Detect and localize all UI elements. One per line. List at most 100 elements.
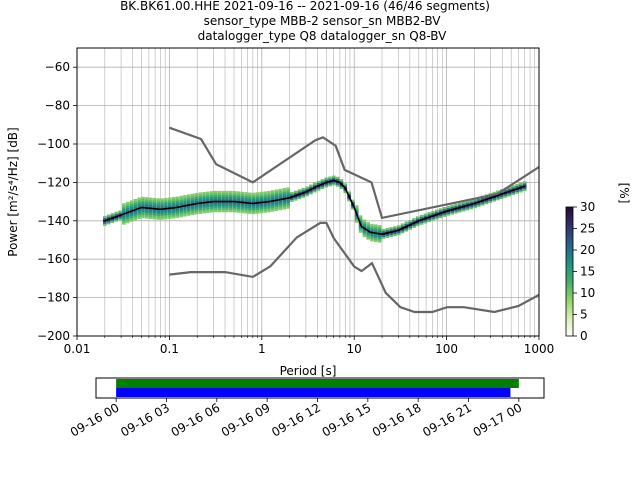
heatmap-cell bbox=[522, 188, 527, 192]
heatmap-cell bbox=[248, 192, 252, 195]
heatmap-cell bbox=[492, 199, 496, 202]
heatmap-cell bbox=[385, 235, 390, 238]
heatmap-cell bbox=[438, 215, 443, 219]
heatmap-cell bbox=[316, 182, 321, 185]
heatmap-cell bbox=[251, 200, 256, 203]
heatmap-cell bbox=[374, 226, 378, 229]
heatmap-cell bbox=[171, 204, 176, 207]
heatmap-cell bbox=[290, 197, 294, 200]
heatmap-cell bbox=[175, 213, 180, 217]
heatmap-cell bbox=[377, 234, 382, 237]
heatmap-cell bbox=[129, 208, 134, 211]
heatmap-cell bbox=[198, 200, 203, 203]
heatmap-cell bbox=[106, 214, 111, 217]
title-line-1: BK.BK61.00.HHE 2021-09-16 -- 2021-09-16 … bbox=[120, 0, 490, 13]
heatmap-cell bbox=[145, 199, 149, 202]
heatmap-cell bbox=[125, 219, 130, 222]
heatmap-cell bbox=[396, 227, 401, 230]
heatmap-cell bbox=[282, 199, 287, 202]
heatmap-cell bbox=[259, 205, 264, 208]
heatmap-cell bbox=[240, 210, 245, 214]
heatmap-cell bbox=[419, 220, 424, 223]
heatmap-cell bbox=[492, 191, 496, 194]
heatmap-cell bbox=[431, 210, 435, 214]
heatmap-cell bbox=[270, 190, 275, 193]
heatmap-cell bbox=[137, 201, 141, 204]
heatmap-cell bbox=[290, 192, 294, 195]
heatmap-cell bbox=[114, 211, 119, 215]
heatmap-cell bbox=[362, 233, 367, 236]
heatmap-cell bbox=[267, 196, 271, 199]
heatmap-cell bbox=[194, 204, 199, 207]
heatmap-cell bbox=[423, 219, 428, 222]
heatmap-cell bbox=[374, 234, 378, 237]
heatmap-cell bbox=[122, 218, 126, 221]
heatmap-cell bbox=[316, 180, 321, 184]
heatmap-cell bbox=[454, 205, 458, 208]
heatmap-cell bbox=[110, 220, 115, 224]
heatmap-cell bbox=[297, 189, 302, 192]
heatmap-cell bbox=[232, 194, 237, 198]
heatmap-cell bbox=[202, 193, 206, 197]
heatmap-cell bbox=[366, 227, 370, 231]
heatmap-cell bbox=[519, 188, 523, 191]
heatmap-cell bbox=[309, 190, 313, 193]
heatmap-cell bbox=[198, 205, 203, 209]
heatmap-cell bbox=[324, 177, 329, 180]
heatmap-cell bbox=[129, 219, 134, 222]
heatmap-cell bbox=[213, 204, 218, 207]
heatmap-cell bbox=[122, 209, 126, 212]
heatmap-cell bbox=[194, 206, 199, 209]
heatmap-cell bbox=[152, 205, 157, 208]
heatmap-cell bbox=[370, 223, 374, 226]
heatmap-cell bbox=[286, 198, 290, 202]
heatmap-cell bbox=[217, 190, 222, 194]
heatmap-cell bbox=[450, 212, 454, 215]
heatmap-cell bbox=[248, 196, 252, 199]
y-axis-ticks: −200 −180 −160 −140 −120 −100 −80 −60 bbox=[37, 60, 77, 343]
heatmap-cell bbox=[332, 181, 336, 184]
heatmap-cell bbox=[156, 206, 161, 209]
heatmap-cell bbox=[160, 217, 164, 220]
heatmap-cell bbox=[267, 194, 271, 197]
heatmap-cell bbox=[354, 209, 359, 212]
heatmap-cell bbox=[480, 197, 485, 200]
heatmap-cell bbox=[148, 212, 153, 216]
heatmap-cell bbox=[293, 190, 298, 193]
heatmap-cell bbox=[133, 198, 138, 202]
heatmap-cell bbox=[442, 208, 447, 212]
heatmap-cell bbox=[209, 198, 214, 201]
heatmap-cell bbox=[175, 209, 180, 213]
colorbar-tick-label: 30 bbox=[580, 200, 595, 214]
heatmap-cell bbox=[183, 195, 187, 198]
heatmap-cell bbox=[519, 182, 523, 185]
heatmap-cell bbox=[259, 191, 264, 195]
heatmap-cell bbox=[164, 213, 168, 216]
heatmap-cell bbox=[232, 208, 237, 211]
heatmap-cell bbox=[236, 202, 241, 206]
heatmap-cell bbox=[183, 208, 187, 211]
heatmap-cell bbox=[248, 211, 252, 214]
heatmap-cell bbox=[503, 195, 508, 198]
heatmap-cell bbox=[354, 207, 359, 210]
heatmap-cell bbox=[152, 213, 157, 216]
heatmap-cell bbox=[416, 216, 420, 219]
heatmap-cell bbox=[259, 207, 264, 210]
heatmap-cell bbox=[293, 196, 298, 199]
heatmap-cell bbox=[217, 198, 222, 201]
timeline-tick-label: 09-16 06 bbox=[169, 400, 223, 439]
heatmap-cell bbox=[213, 190, 218, 194]
heatmap-cell bbox=[400, 223, 405, 226]
x-tick-label: 100 bbox=[435, 342, 458, 356]
heatmap-cell bbox=[282, 195, 287, 198]
heatmap-cell bbox=[255, 192, 260, 195]
heatmap-cell bbox=[259, 193, 264, 196]
heatmap-cell bbox=[251, 194, 256, 197]
heatmap-cell bbox=[339, 186, 344, 190]
heatmap-cell bbox=[335, 176, 340, 179]
heatmap-cell bbox=[186, 196, 191, 199]
heatmap-cell bbox=[141, 198, 145, 201]
heatmap-cell bbox=[228, 190, 233, 194]
heatmap-cell bbox=[186, 209, 191, 212]
